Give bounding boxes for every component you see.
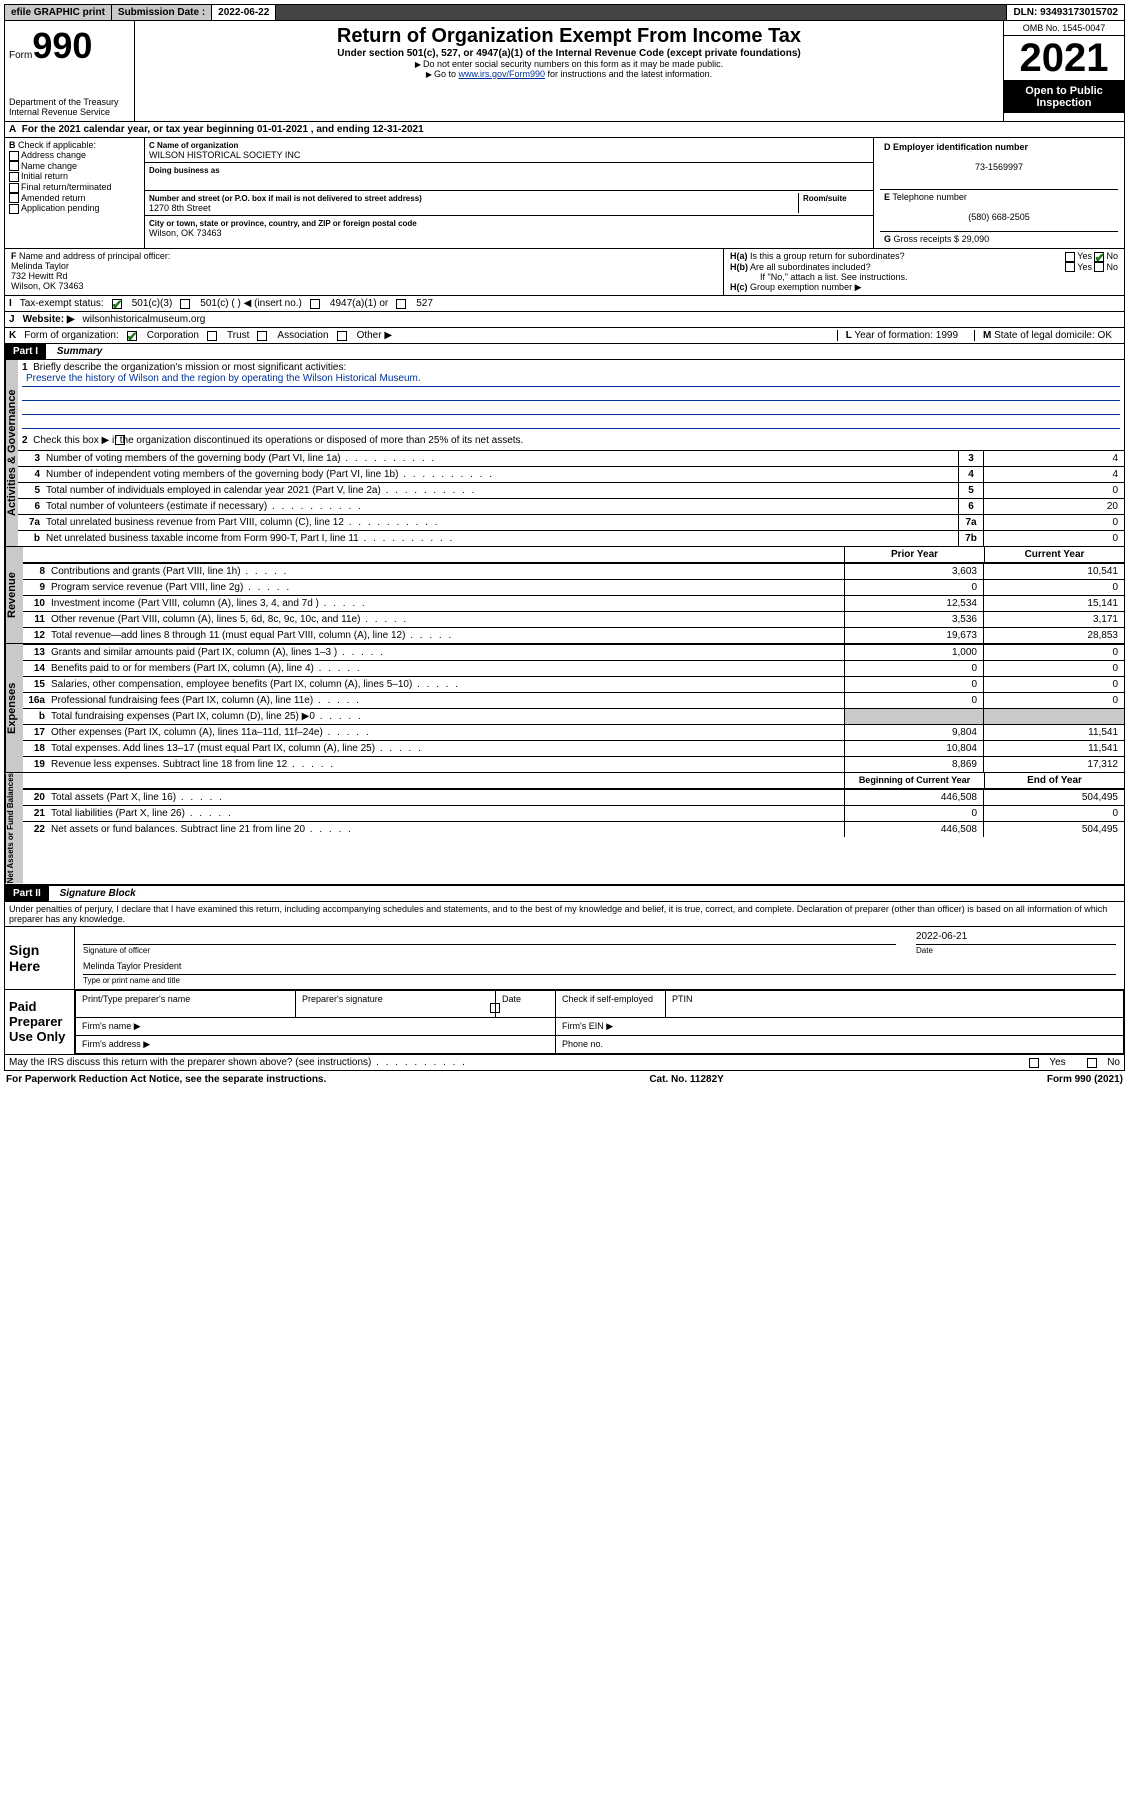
efile-label[interactable]: efile GRAPHIC print	[5, 5, 112, 20]
cb-amended[interactable]	[9, 193, 19, 203]
officer-addr1: 732 Hewitt Rd	[11, 271, 68, 281]
gross-receipts: 29,090	[962, 234, 990, 244]
cb-trust[interactable]	[207, 331, 217, 341]
mission-text: Preserve the history of Wilson and the r…	[22, 373, 1120, 387]
cb-ha-yes[interactable]	[1065, 252, 1075, 262]
block-fh: F Name and address of principal officer:…	[5, 249, 1124, 296]
sig-date: 2022-06-21	[916, 931, 1116, 945]
b-label: Check if applicable:	[18, 140, 96, 150]
org-address: 1270 8th Street	[149, 203, 211, 213]
irs-label: Internal Revenue Service	[9, 107, 130, 117]
form-title: Return of Organization Exempt From Incom…	[139, 25, 999, 48]
cb-name-change[interactable]	[9, 161, 19, 171]
row-j: JWebsite: ▶ wilsonhistoricalmuseum.org	[5, 312, 1124, 328]
officer-name: Melinda Taylor	[11, 261, 69, 271]
row-i: ITax-exempt status: 501(c)(3) 501(c) ( )…	[5, 296, 1124, 312]
cb-501c3[interactable]	[112, 299, 122, 309]
side-exp: Expenses	[5, 644, 23, 772]
sign-here: Sign Here	[5, 927, 75, 989]
page-footer: For Paperwork Reduction Act Notice, see …	[4, 1071, 1125, 1088]
dln-value: 93493173015702	[1040, 7, 1118, 18]
tax-year: 2021	[1004, 36, 1124, 81]
part1-hdr: Part I	[5, 344, 46, 359]
org-name: WILSON HISTORICAL SOCIETY INC	[149, 150, 300, 160]
part1: Part I Summary Activities & Governance 1…	[4, 344, 1125, 884]
cb-address-change[interactable]	[9, 151, 19, 161]
cb-assoc[interactable]	[257, 331, 267, 341]
cb-527[interactable]	[396, 299, 406, 309]
cb-501c[interactable]	[180, 299, 190, 309]
col-eoy: End of Year	[984, 773, 1124, 788]
part2: Part II Signature Block Under penalties …	[4, 885, 1125, 1056]
part2-title: Signature Block	[52, 886, 144, 901]
cb-initial-return[interactable]	[9, 172, 19, 182]
col-bocy: Beginning of Current Year	[844, 773, 984, 788]
irs-link[interactable]: www.irs.gov/Form990	[459, 69, 546, 79]
cb-hb-no[interactable]	[1094, 262, 1104, 272]
form-header: Form990 Department of the Treasury Inter…	[5, 21, 1124, 122]
cb-other[interactable]	[337, 331, 347, 341]
ein: 73-1569997	[884, 162, 1114, 172]
cb-may-no[interactable]	[1087, 1058, 1097, 1068]
dln-label: DLN:	[1013, 7, 1037, 18]
block-bcdeg: B Check if applicable: Address change Na…	[5, 138, 1124, 249]
officer-addr2: Wilson, OK 73463	[11, 281, 84, 291]
top-bar: efile GRAPHIC print Submission Date : 20…	[4, 4, 1125, 21]
col-prior: Prior Year	[844, 547, 984, 562]
side-ag: Activities & Governance	[5, 360, 18, 546]
form-outer: Form990 Department of the Treasury Inter…	[4, 21, 1125, 344]
dba-label: Doing business as	[149, 166, 220, 175]
org-city: Wilson, OK 73463	[149, 228, 222, 238]
part2-hdr: Part II	[5, 886, 49, 901]
part1-title: Summary	[49, 344, 111, 359]
omb-no: OMB No. 1545-0047	[1004, 21, 1124, 36]
dept-treasury: Department of the Treasury	[9, 97, 130, 107]
cb-final-return[interactable]	[9, 183, 19, 193]
cb-ha-no[interactable]	[1094, 252, 1104, 262]
cb-4947[interactable]	[310, 299, 320, 309]
sig-name: Melinda Taylor President	[83, 961, 1116, 975]
state-domicile: OK	[1098, 330, 1112, 341]
cb-app-pending[interactable]	[9, 204, 19, 214]
cb-self-emp[interactable]	[490, 1003, 500, 1013]
cb-line2[interactable]	[115, 435, 125, 445]
cb-hb-yes[interactable]	[1065, 262, 1075, 272]
cb-may-yes[interactable]	[1029, 1058, 1039, 1068]
form-sub1: Under section 501(c), 527, or 4947(a)(1)…	[139, 48, 999, 59]
paid-preparer: Paid Preparer Use Only	[5, 990, 75, 1055]
open-public: Open to PublicInspection	[1004, 81, 1124, 113]
topbar-spacer	[276, 5, 1007, 20]
section-a: A For the 2021 calendar year, or tax yea…	[5, 122, 1124, 138]
may-discuss: May the IRS discuss this return with the…	[9, 1057, 467, 1068]
submit-label: Submission Date :	[118, 7, 205, 18]
side-rev: Revenue	[5, 547, 23, 643]
submit-date: 2022-06-22	[212, 5, 276, 20]
year-formation: 1999	[936, 330, 958, 341]
form-number: Form990	[9, 25, 130, 67]
declaration: Under penalties of perjury, I declare th…	[5, 902, 1124, 927]
form-sub2: Do not enter social security numbers on …	[139, 59, 999, 69]
col-curr: Current Year	[984, 547, 1124, 562]
website: wilsonhistoricalmuseum.org	[83, 314, 206, 325]
cb-corp[interactable]	[127, 331, 137, 341]
telephone: (580) 668-2505	[884, 212, 1114, 222]
side-na: Net Assets or Fund Balances	[5, 773, 23, 883]
row-klm: KForm of organization: Corporation Trust…	[5, 328, 1124, 343]
